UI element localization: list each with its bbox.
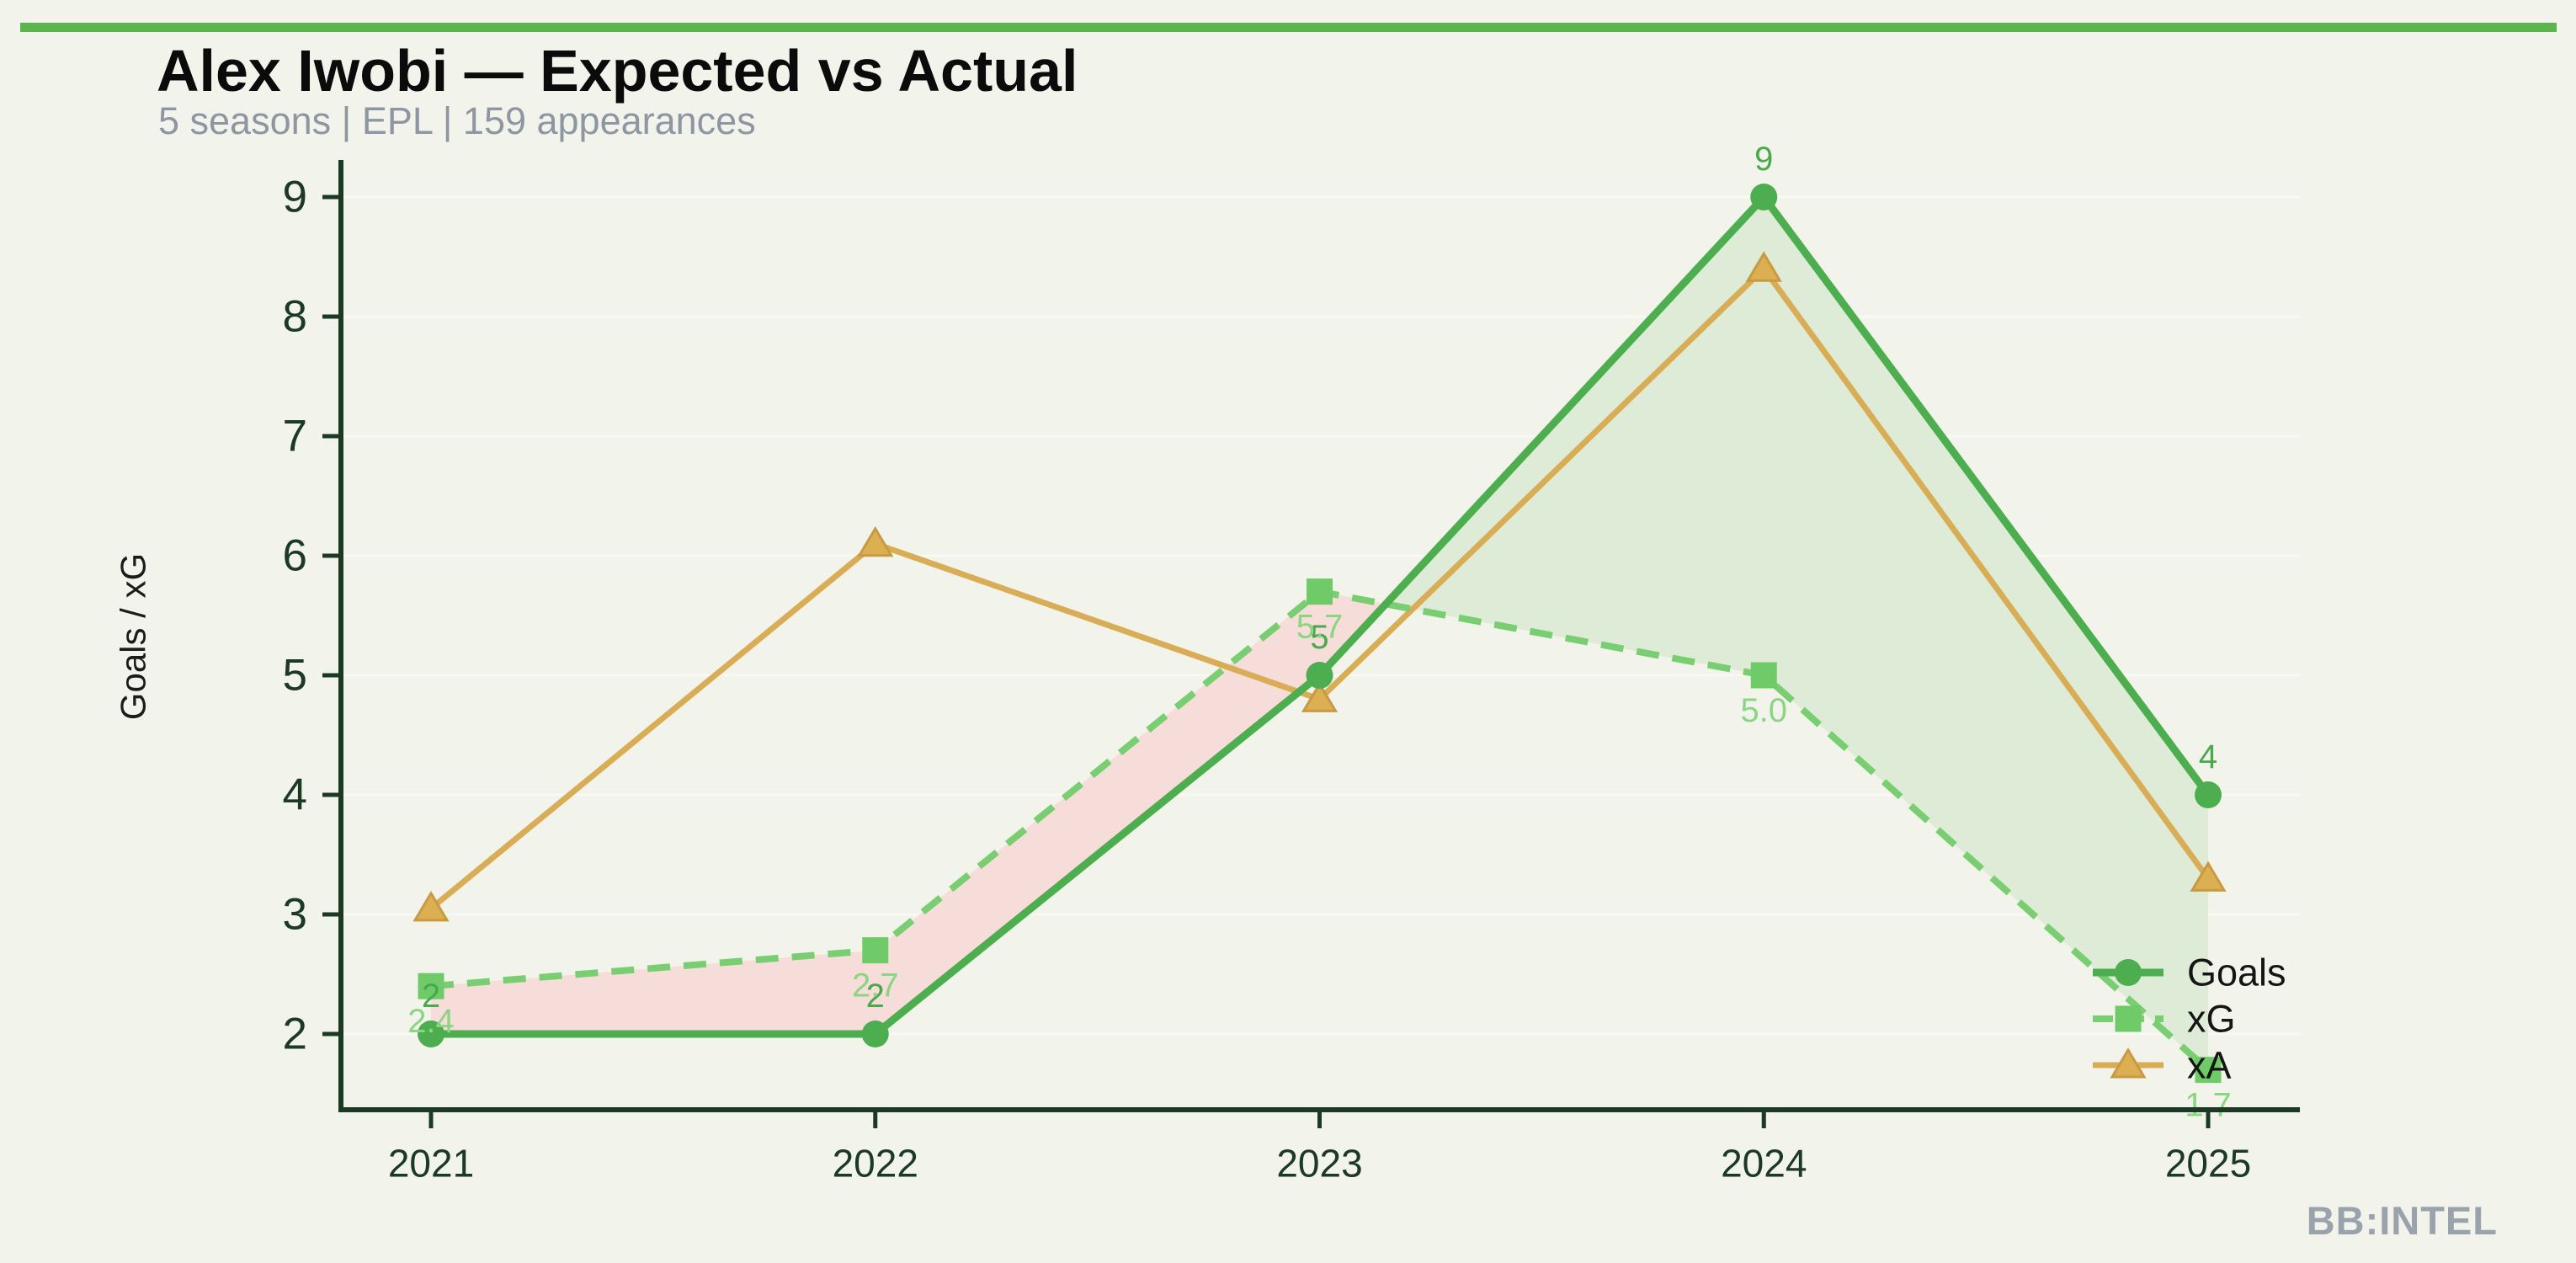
goals-data-label: 4 bbox=[2199, 738, 2217, 775]
legend-item-xa: xA bbox=[2093, 1044, 2232, 1087]
legend-item-xg: xG bbox=[2093, 998, 2236, 1041]
legend-item-goals: Goals bbox=[2093, 951, 2286, 994]
xg-marker bbox=[862, 937, 889, 964]
goals-data-label: 2 bbox=[422, 978, 440, 1015]
y-tick-label: 7 bbox=[283, 412, 307, 461]
goals-marker bbox=[2195, 781, 2222, 808]
overperformance-fill bbox=[1386, 197, 2208, 1070]
diff-fill-areas bbox=[431, 197, 2208, 1070]
top-accent-bar bbox=[20, 23, 2557, 32]
xa-marker bbox=[1301, 681, 1339, 712]
xg-data-label: 5.7 bbox=[1296, 609, 1344, 646]
x-tick-label: 2024 bbox=[1721, 1142, 1807, 1186]
legend-square-icon bbox=[2115, 1005, 2142, 1032]
xg-marker bbox=[1750, 662, 1777, 689]
xa-marker bbox=[2190, 861, 2227, 892]
goals-marker bbox=[861, 1021, 889, 1047]
x-tick-label: 2023 bbox=[1276, 1142, 1362, 1186]
x-tick-label: 2021 bbox=[388, 1142, 474, 1186]
axes: 2 3 4 5 6 7 8 9 2021 2022 2023 2024 2025 Goals / xG bbox=[114, 160, 2300, 1186]
y-tick-label: 8 bbox=[283, 292, 307, 342]
goals-marker bbox=[1306, 662, 1333, 689]
legend-triangle-icon bbox=[2110, 1047, 2147, 1079]
goals-data-label: 5 bbox=[1310, 619, 1328, 656]
xg-data-label: 2.4 bbox=[407, 1003, 455, 1040]
xg-marker bbox=[418, 973, 444, 999]
y-tick-label: 9 bbox=[283, 173, 307, 222]
y-tick-label: 6 bbox=[283, 531, 307, 581]
xg-data-label: 5.0 bbox=[1740, 692, 1787, 729]
y-axis-title: Goals / xG bbox=[114, 553, 153, 720]
xa-marker bbox=[1745, 251, 1782, 282]
x-tick-label: 2025 bbox=[2165, 1142, 2251, 1186]
xg-marker bbox=[2195, 1057, 2222, 1084]
goals-marker bbox=[418, 1021, 444, 1047]
goals-data-label: 2 bbox=[866, 978, 885, 1015]
goals-marker bbox=[1750, 184, 1778, 210]
y-tick-label: 3 bbox=[283, 890, 307, 940]
chart-title: Alex Iwobi — Expected vs Actual bbox=[157, 38, 1078, 104]
xa-marker bbox=[857, 525, 894, 557]
xg-data-label: 2.7 bbox=[852, 967, 899, 1005]
underperformance-fill bbox=[431, 591, 1383, 1034]
series-markers bbox=[412, 184, 2227, 1084]
x-tick-label: 2022 bbox=[833, 1142, 918, 1186]
xa-marker bbox=[412, 890, 450, 922]
y-tick-label: 2 bbox=[283, 1010, 307, 1059]
chart-subtitle: 5 seasons | EPL | 159 appearances bbox=[158, 99, 756, 142]
watermark: BB:INTEL bbox=[2306, 1198, 2498, 1243]
goals-data-label: 9 bbox=[1754, 141, 1773, 178]
xg-marker bbox=[1307, 578, 1333, 605]
y-tick-label: 4 bbox=[283, 770, 307, 820]
y-tick-label: 5 bbox=[283, 651, 307, 701]
legend-label: xG bbox=[2187, 998, 2236, 1041]
legend-circle-icon bbox=[2115, 959, 2142, 986]
legend-label: Goals bbox=[2187, 951, 2286, 994]
legend-label: xA bbox=[2187, 1044, 2232, 1087]
